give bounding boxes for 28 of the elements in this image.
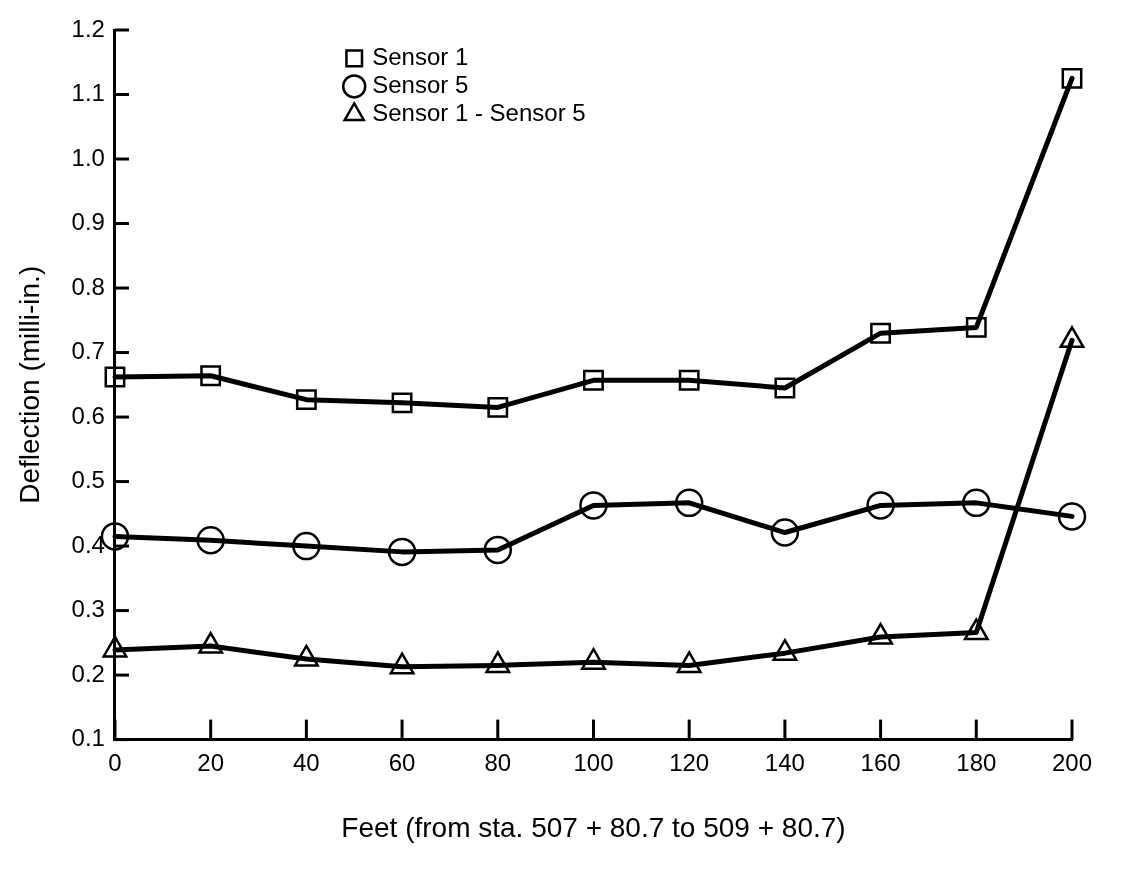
x-tick-label: 160	[860, 748, 901, 776]
x-tick-label: 180	[956, 748, 997, 776]
y-tick-label: 0.9	[71, 208, 105, 236]
x-axis-title: Feet (from sta. 507 + 80.7 to 509 + 80.7)	[341, 811, 846, 843]
y-axis-title: Deflection (milli-in.)	[13, 265, 45, 504]
x-tick-label: 140	[764, 748, 805, 776]
y-tick-label: 0.8	[71, 272, 105, 300]
legend-label: Sensor 1	[372, 43, 469, 71]
x-tick-label: 200	[1051, 748, 1093, 776]
legend-label: Sensor 1 - Sensor 5	[372, 99, 586, 127]
x-tick-label: 40	[293, 748, 320, 776]
x-tick-label: 80	[484, 748, 512, 776]
x-tick-label: 0	[108, 748, 122, 776]
y-tick-label: 1.2	[71, 14, 105, 42]
y-tick-label: 0.6	[71, 401, 105, 429]
y-tick-label: 1.1	[71, 79, 105, 107]
y-tick-label: 0.7	[71, 337, 105, 365]
y-tick-label: 0.2	[71, 659, 105, 687]
y-tick-label: 1.0	[71, 143, 105, 171]
x-tick-label: 20	[197, 748, 225, 776]
y-tick-label: 0.3	[71, 595, 105, 623]
y-tick-label: 0.5	[71, 466, 105, 494]
legend-label: Sensor 5	[372, 71, 469, 99]
x-tick-label: 60	[388, 748, 416, 776]
x-tick-label: 120	[669, 748, 710, 776]
y-tick-label: 0.4	[71, 530, 105, 558]
x-tick-label: 100	[573, 748, 614, 776]
y-tick-label: 0.1	[71, 724, 105, 752]
